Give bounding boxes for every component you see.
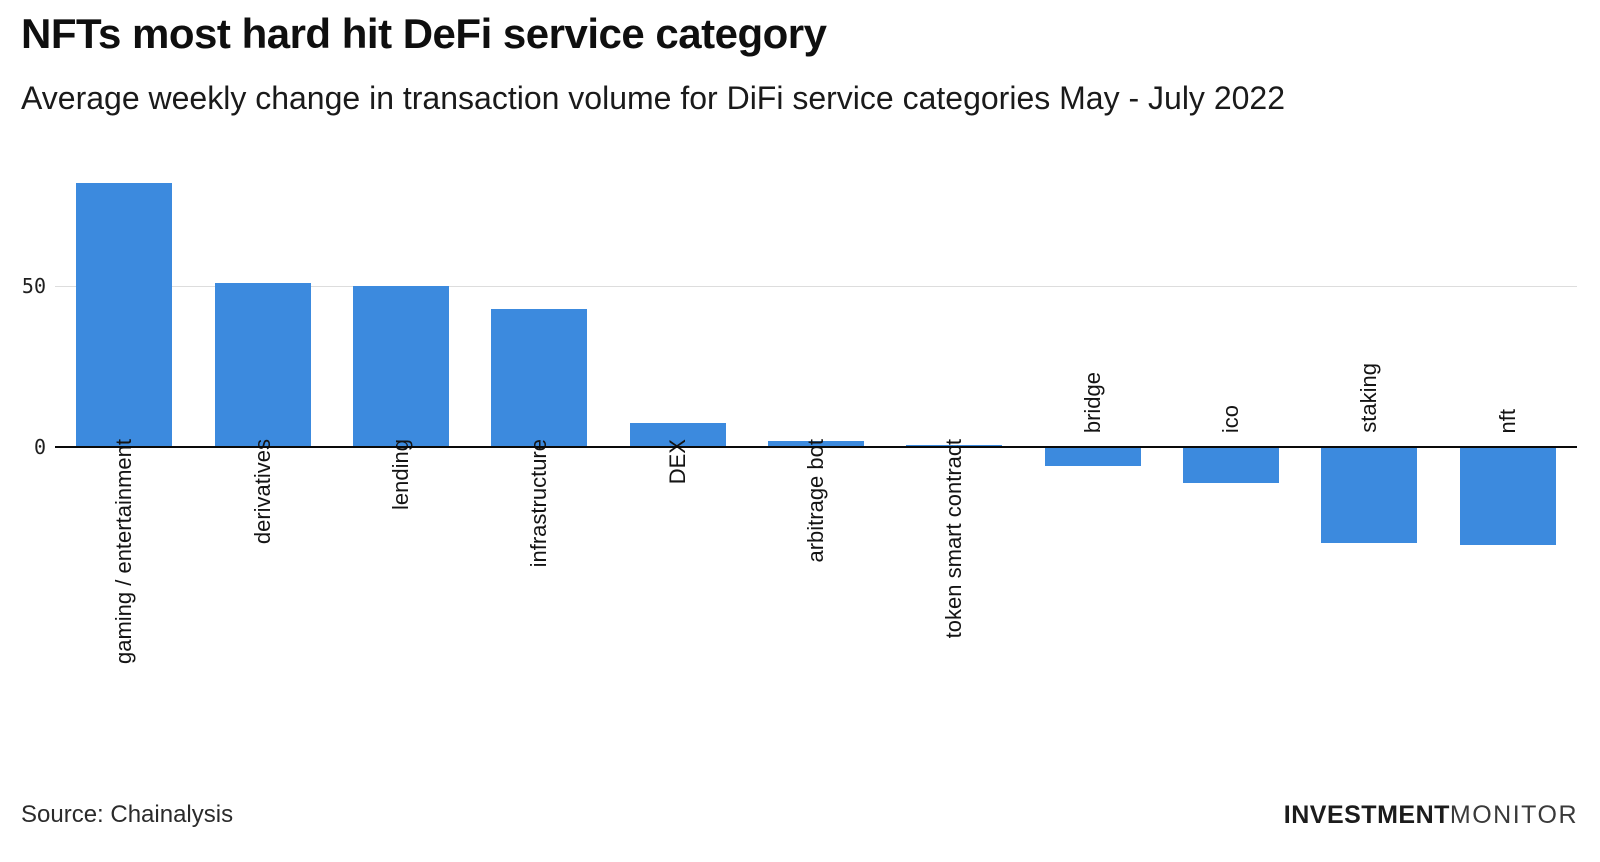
- bar-gaming-entertainment: [76, 183, 173, 447]
- bar-nft: [1459, 448, 1556, 545]
- category-label: token smart contract: [941, 439, 967, 639]
- category-label: nft: [1494, 408, 1520, 433]
- category-label: ico: [1218, 404, 1244, 433]
- y-tick-label-50: 50: [21, 274, 46, 298]
- bar-arbitrage-bot: [768, 441, 864, 447]
- bar-infrastructure: [491, 309, 588, 447]
- bar-staking: [1321, 448, 1418, 543]
- bar-bridge: [1044, 448, 1141, 466]
- bar-lending: [352, 286, 449, 447]
- brand-monitor: MONITOR: [1449, 800, 1578, 829]
- category-label: staking: [1356, 363, 1382, 433]
- bar-chart: 0 50 gaming / entertainment derivatives lend…: [0, 155, 1600, 685]
- chart-subtitle: Average weekly change in transaction vol…: [21, 80, 1285, 116]
- category-label: infrastructure: [526, 439, 552, 568]
- brand-investment: INVESTMENT: [1283, 800, 1450, 829]
- x-axis-line: [55, 446, 1577, 448]
- y-tick-label-0: 0: [33, 435, 46, 459]
- y-gridline-50: [55, 285, 1577, 287]
- brand-logo: INVESTMENTMONITOR: [1284, 801, 1578, 830]
- category-label: bridge: [1079, 371, 1105, 433]
- bar-dex: [629, 423, 726, 447]
- category-label: derivatives: [249, 439, 275, 545]
- footer: Source: Chainalysis INVESTMENTMONITOR: [21, 790, 1578, 840]
- bar-ico: [1183, 448, 1280, 483]
- chart-title: NFTs most hard hit DeFi service category: [21, 10, 827, 57]
- source-note: Source: Chainalysis: [21, 801, 234, 828]
- category-label: arbitrage bot: [803, 439, 828, 563]
- category-label: lending: [387, 439, 413, 510]
- bar-derivatives: [214, 283, 311, 447]
- category-label: gaming / entertainment: [111, 439, 137, 665]
